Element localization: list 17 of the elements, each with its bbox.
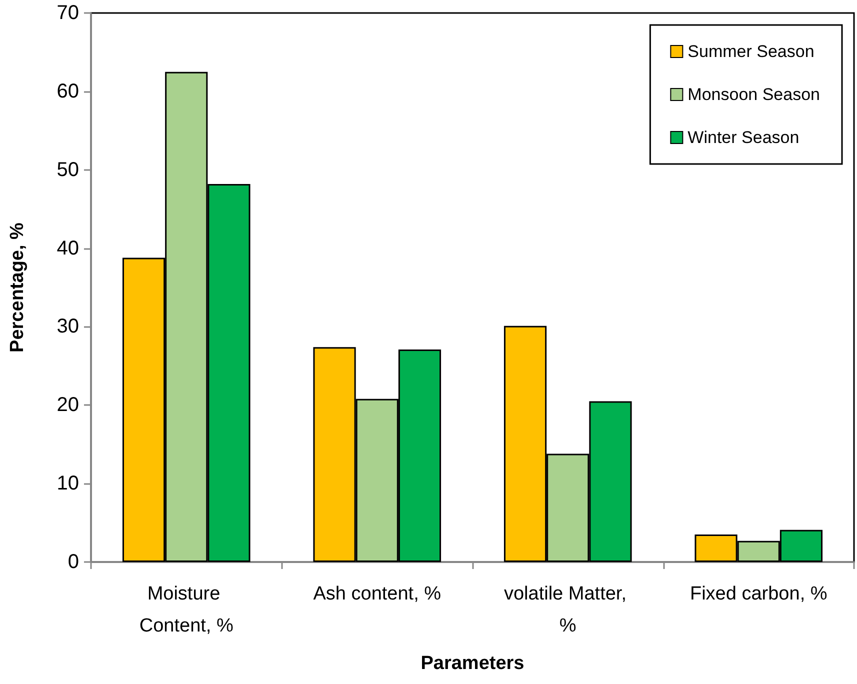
y-axis-title: Percentage, % (7, 222, 28, 352)
y-tick-label: 20 (56, 394, 79, 416)
legend-label: Monsoon Season (688, 85, 820, 104)
x-tick-label: Moisture Content, % (139, 584, 234, 636)
y-tick-label: 0 (68, 551, 79, 573)
y-tick-label: 50 (56, 158, 79, 181)
legend-label: Summer Season (688, 42, 814, 61)
y-tick-label: 30 (56, 316, 79, 338)
x-tick-label: Fixed carbon, % (690, 584, 828, 604)
x-tick-label: volatile Matter, % (504, 584, 632, 636)
y-tick-label: 70 (56, 2, 79, 24)
legend-label: Winter Season (688, 128, 800, 147)
y-tick-label: 60 (56, 80, 79, 102)
y-tick-label: 10 (56, 472, 79, 495)
x-axis-title: Parameters (420, 653, 524, 674)
x-tick-label: Ash content, % (313, 584, 442, 604)
y-tick-label: 40 (56, 237, 79, 260)
